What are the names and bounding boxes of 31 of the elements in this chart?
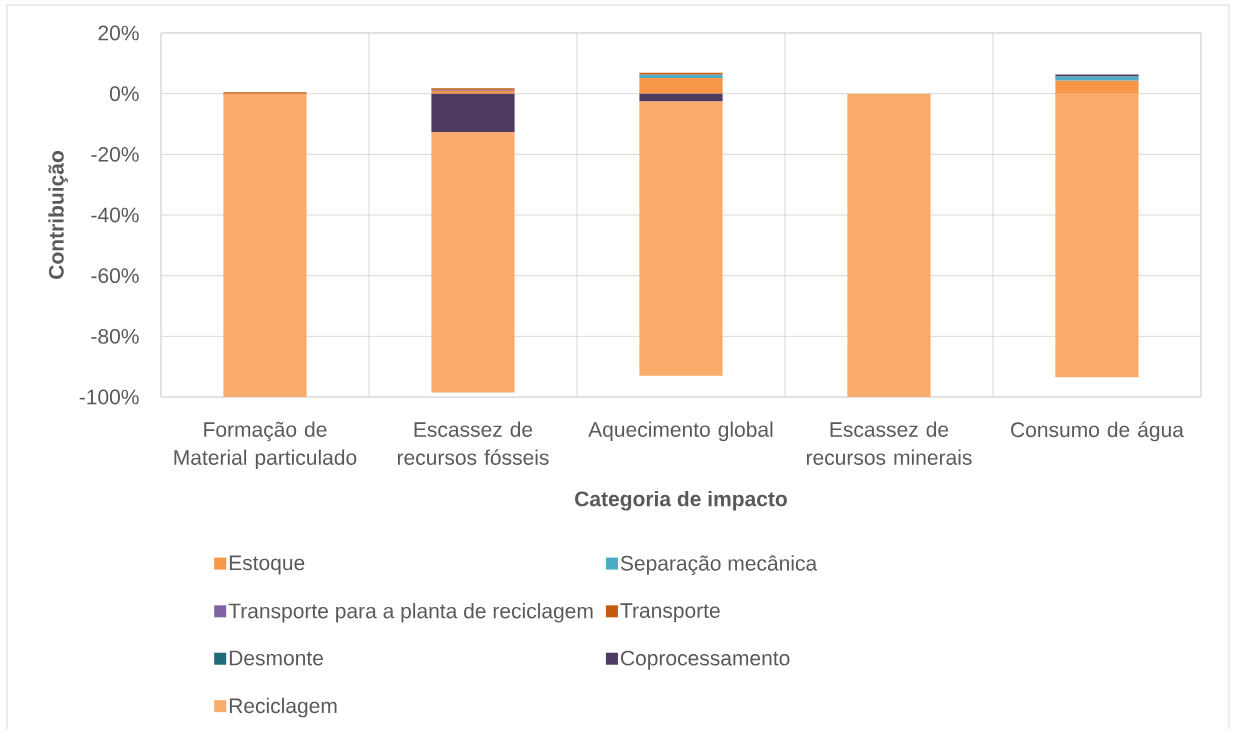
- legend-label: Transporte para a planta de reciclagem: [228, 602, 593, 623]
- x-tick-label: Aquecimento global: [588, 421, 773, 442]
- bar: [223, 93, 307, 397]
- x-axis-title: Categoria de impacto: [575, 490, 787, 511]
- x-tick-label: Consumo de água: [1011, 421, 1184, 442]
- x-tick-label: Escassez de recursos fósseis: [397, 421, 549, 465]
- legend-label: Transporte: [620, 603, 720, 623]
- legend-label: Estoque: [229, 555, 305, 575]
- y-tick-label: -40%: [91, 207, 139, 223]
- y-tick-label: 20%: [98, 25, 139, 41]
- legend-label: Desmonte: [229, 650, 323, 666]
- x-tick-label: Formação de Material particulado: [174, 421, 357, 470]
- bar: [639, 93, 723, 102]
- bar: [1055, 76, 1139, 81]
- bar: [639, 101, 723, 376]
- bar: [1055, 93, 1139, 378]
- bar: [1055, 80, 1139, 94]
- legend-label: Coprocessamento: [620, 650, 790, 670]
- y-tick-label: -80%: [91, 328, 139, 344]
- bar: [431, 93, 515, 133]
- bar: [639, 77, 723, 94]
- bar: [847, 93, 931, 397]
- legend-label: Reciclagem: [229, 697, 337, 718]
- bar: [431, 132, 515, 393]
- y-tick-label: -100%: [79, 389, 139, 405]
- legend-label: Separação mecânica: [620, 555, 818, 575]
- y-tick-label: 0%: [109, 86, 139, 102]
- x-tick-label: Escassez de recursos minerais: [806, 421, 972, 465]
- y-axis-title: Contribuição: [48, 151, 68, 279]
- y-tick-label: -20%: [91, 146, 139, 162]
- y-tick-label: -60%: [91, 268, 139, 284]
